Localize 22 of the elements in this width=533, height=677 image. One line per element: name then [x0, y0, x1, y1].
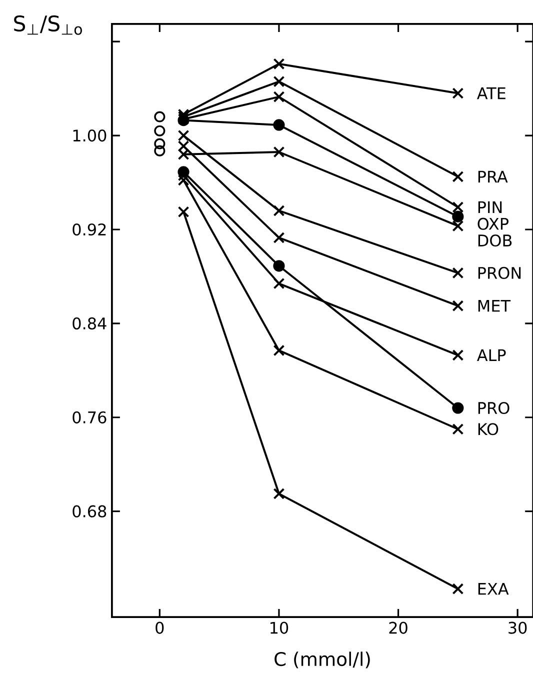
series-label: MET [478, 300, 511, 312]
legend-label: PRO [478, 402, 510, 414]
y-tick-label: 0.84 [72, 317, 106, 330]
series-label: PIN [478, 201, 502, 214]
y-axis-title: S$_{⊥}$/S$_{⊥o}$ [14, 15, 82, 35]
series-label: ATE [476, 87, 506, 100]
y-tick-label: 0.68 [72, 505, 106, 518]
series-label: PRA [478, 170, 508, 182]
series-label: KO [478, 423, 498, 436]
y-tick-label: 0.76 [72, 411, 106, 424]
x-tick-label: 30 [508, 622, 527, 634]
x-tick-label: 0 [156, 622, 164, 634]
series-label: ALP [476, 349, 506, 361]
series-label: DOB [478, 234, 512, 247]
y-tick-label: 1.00 [73, 129, 106, 142]
legend-label: OXP [478, 218, 508, 230]
y-tick-label: 0.92 [72, 223, 106, 236]
x-tick-label: 20 [389, 622, 408, 634]
series-label: EXA [478, 583, 509, 595]
series-label: PRON [478, 266, 521, 279]
x-axis-title: C (mmol/l) [274, 652, 370, 668]
x-tick-label: 10 [270, 622, 288, 634]
